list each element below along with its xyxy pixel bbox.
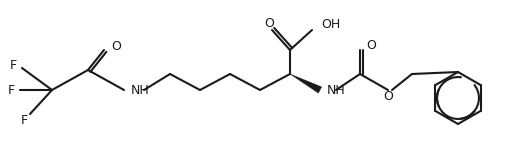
Text: O: O bbox=[383, 91, 393, 103]
Text: O: O bbox=[264, 16, 274, 30]
Text: NH: NH bbox=[327, 85, 346, 97]
Polygon shape bbox=[290, 74, 322, 93]
Text: F: F bbox=[8, 83, 15, 97]
Text: O: O bbox=[111, 39, 121, 53]
Text: OH: OH bbox=[321, 18, 340, 30]
Text: NH: NH bbox=[131, 85, 150, 97]
Text: O: O bbox=[366, 38, 376, 51]
Text: F: F bbox=[10, 59, 17, 71]
Text: F: F bbox=[21, 115, 28, 128]
